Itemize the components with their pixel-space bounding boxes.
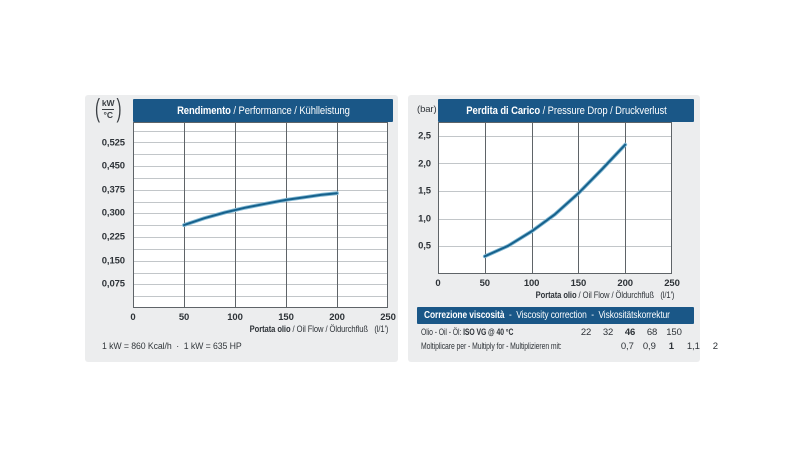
pressure-drop-chart-title-bar: Perdita di Carico / Pressure Drop / Druc… (438, 99, 694, 122)
viscosity-table-title: Correzione viscosità - Viscosity correct… (424, 310, 670, 321)
iso-vg-value: 150 (666, 327, 682, 338)
performance-y-axis-ticks: 0,075 0,150 0,225 0,300 0,375 0,450 0,525 (87, 122, 129, 308)
x-tick-label: 100 (523, 278, 540, 289)
x-tick-label: 100 (227, 312, 243, 323)
iso-vg-value: 22 (580, 327, 592, 338)
viscosity-correction-table: Correzione viscosità - Viscosity correct… (417, 307, 718, 352)
y-tick-label: 0,225 (101, 231, 125, 243)
chart-title-rest: / Pressure Drop / Druckverlust (539, 104, 667, 117)
paren-open: ( (95, 95, 100, 125)
x-label-unit: (l/1') (373, 324, 388, 335)
y-tick-label: 0,5 (418, 240, 431, 252)
x-label-bold: Portata olio (249, 324, 291, 335)
table-title-rest: - Viscosity correction - Viskositätskorr… (504, 310, 670, 321)
row-values: 22 32 46 68 150 (575, 327, 690, 338)
row-label: Moltiplicare per - Multiply for - Multip… (421, 341, 562, 352)
multiplier-value: 1,1 (686, 341, 700, 352)
x-tick-label: 200 (329, 312, 345, 323)
table-row-iso-vg: Olio - Oil - Öl: ISO VG @ 40 °C 22 32 46… (417, 327, 694, 338)
viscosity-table-header: Correzione viscosità - Viscosity correct… (417, 307, 694, 324)
x-tick-label: 250 (664, 278, 680, 289)
chart-title-bold: Rendimento (176, 104, 231, 117)
pressure-drop-x-axis-ticks: 0 50 100 150 200 250 (435, 276, 679, 289)
x-label-bold: Portata olio (535, 290, 577, 301)
chart-title: Perdita di Carico / Pressure Drop / Druc… (466, 105, 666, 117)
iso-vg-value: 46 (624, 327, 636, 338)
multiplier-value: 0,9 (642, 341, 656, 352)
y-tick-label: 0,450 (101, 160, 125, 172)
conversion-footnote: 1 kW = 860 Kcal/h · 1 kW = 635 HP (102, 341, 242, 352)
multiplier-value: 2 (712, 341, 718, 352)
y-unit-denominator: °C (103, 109, 113, 120)
iso-vg-value: 32 (602, 327, 614, 338)
x-tick-label: 50 (178, 312, 190, 323)
performance-chart-title-bar: Rendimento / Performance / Kühlleistung (133, 99, 393, 122)
y-tick-label: 2,0 (418, 158, 431, 169)
y-tick-label: 0,075 (101, 278, 125, 290)
pressure-drop-x-axis-label: Portata olio / Oil Flow / Öldurchfluß (l/… (535, 290, 674, 301)
chart-title: Rendimento / Performance / Kühlleistung (177, 105, 350, 117)
performance-x-axis-label: Portata olio / Oil Flow / Öldurchfluß (l/… (249, 324, 388, 335)
y-tick-label: 1,5 (418, 185, 431, 197)
multiplier-value: 1 (668, 341, 674, 352)
performance-chart-panel: ( kW °C ) Rendimento / Performance / Küh… (85, 95, 398, 362)
x-tick-label: 150 (278, 312, 294, 323)
x-tick-label: 200 (617, 278, 633, 289)
multiplier-value: 0,7 (620, 341, 634, 352)
y-tick-label: 1,0 (418, 213, 431, 225)
y-tick-label: 2,5 (418, 130, 431, 142)
x-tick-label: 250 (380, 312, 396, 323)
row-values: 0,7 0,9 1 1,1 2 (616, 341, 731, 352)
row-label-plain: Olio - Oil - Öl: (421, 327, 464, 338)
table-row-multiplier: Moltiplicare per - Multiply for - Multip… (417, 341, 718, 352)
fraction-bar (101, 109, 115, 111)
y-tick-label: 0,375 (101, 184, 125, 196)
x-tick-label: 0 (435, 278, 441, 289)
pressure-drop-panel: (bar) Perdita di Carico / Pressure Drop … (408, 95, 718, 362)
performance-plot-area (133, 122, 388, 308)
iso-vg-value: 68 (646, 327, 658, 338)
y-tick-label: 0,150 (101, 255, 125, 267)
row-label: Olio - Oil - Öl: ISO VG @ 40 °C (421, 327, 532, 338)
chart-title-bold: Perdita di Carico (465, 104, 540, 117)
pressure-drop-plot-area (438, 122, 672, 274)
pressure-drop-y-axis-ticks: 0,5 1,0 1,5 2,0 2,5 (410, 122, 435, 274)
row-label-plain: Moltiplicare per - Multiply for - Multip… (421, 341, 562, 352)
y-unit-numerator: kW (101, 98, 115, 108)
x-tick-label: 0 (130, 312, 136, 323)
y-tick-label: 0,525 (101, 137, 125, 148)
x-tick-label: 50 (479, 278, 490, 289)
y-tick-label: 0,300 (101, 207, 125, 219)
y-axis-unit-bar: (bar) (417, 104, 437, 115)
x-label-rest: / Oil Flow / Öldurchfluß (290, 324, 368, 335)
x-tick-label: 150 (570, 278, 587, 289)
x-label-unit: (l/1') (659, 290, 674, 301)
x-label-rest: / Oil Flow / Öldurchfluß (576, 290, 654, 301)
paren-close: ) (116, 95, 122, 125)
performance-x-axis-ticks: 0 50 100 150 200 250 (130, 310, 395, 323)
y-axis-unit-kw-per-c: ( kW °C ) (95, 95, 121, 124)
chart-title-rest: / Performance / Kühlleistung (230, 104, 350, 117)
row-label-bold: ISO VG @ 40 °C (463, 327, 514, 338)
table-title-bold: Correzione viscosità (424, 310, 505, 321)
